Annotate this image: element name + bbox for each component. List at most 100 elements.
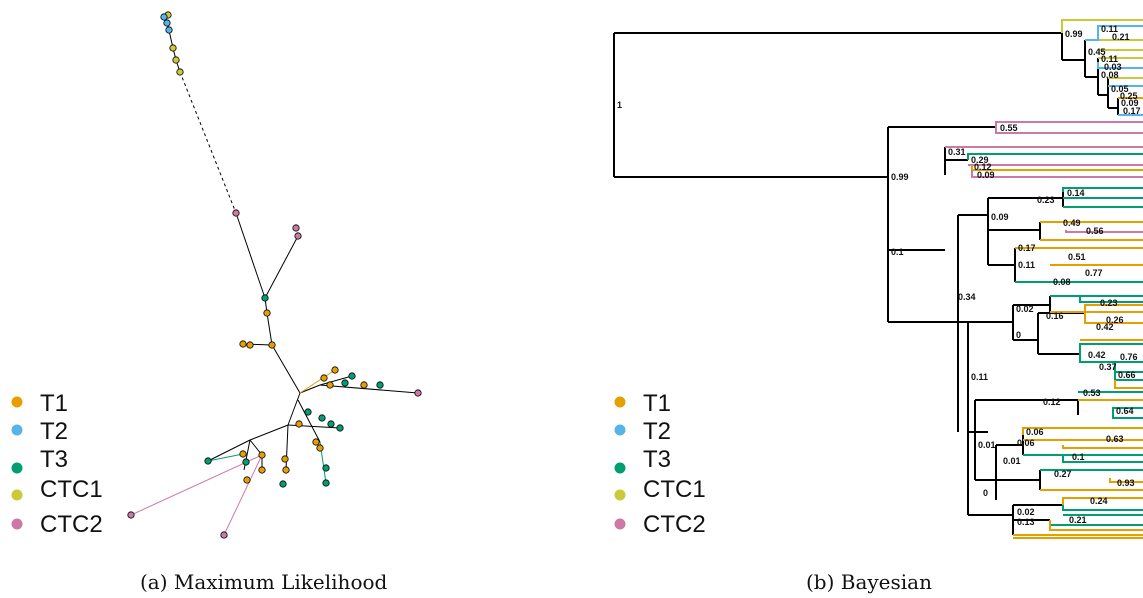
ml-branch: [235, 212, 266, 299]
ml-node-ctc1: [169, 44, 177, 52]
posterior-label: 0.02: [1017, 507, 1035, 517]
legend-label-t3: T3: [40, 446, 68, 473]
bayes-tip-t1: [1114, 380, 1143, 389]
legend-swatch-t1: [11, 396, 23, 408]
bayes-tip-t3: [1062, 455, 1143, 463]
posterior-label: 0.49: [1063, 218, 1081, 228]
legend-swatch-ctc2: [11, 518, 23, 530]
ml-branch: [264, 235, 299, 299]
bayes-tip-t1: [1062, 497, 1143, 505]
ml-branch: [319, 375, 353, 386]
posterior-label: 0.02: [1016, 304, 1034, 314]
ml-node-ctc2: [292, 224, 300, 232]
bayes-legend: T1 T2 T3 CTC1 CTC2: [614, 390, 706, 538]
bayes-tip-t1: [1022, 427, 1143, 435]
caption-ml: (a) Maximum Likelihood: [140, 570, 388, 594]
bayes-tip-t3: [1079, 354, 1143, 363]
posterior-label: 0.29: [971, 155, 989, 165]
legend-swatch-t1: [614, 396, 626, 408]
bayes-tip-t2: [1097, 62, 1143, 69]
ml-colored-branches: [130, 369, 336, 536]
posterior-label: 0.31: [948, 147, 966, 157]
posterior-label: 0.99: [1065, 29, 1083, 39]
ml-node-t1: [282, 466, 290, 474]
legend-label-t3: T3: [643, 446, 671, 473]
posterior-label: 0.06: [1017, 438, 1035, 448]
ml-node-t1: [258, 466, 266, 474]
ml-branch: [266, 312, 273, 346]
ml-branch: [249, 424, 289, 441]
ml-node-t1: [239, 340, 247, 348]
ml-branch-t1: [299, 369, 336, 394]
posterior-label: 0.14: [1067, 188, 1085, 198]
bayes-tip-t3: [1062, 187, 1143, 192]
ml-node-t1: [360, 381, 368, 389]
posterior-label: 0.51: [1068, 252, 1086, 262]
bayes-tip-ctc2: [1065, 230, 1143, 233]
legend-swatch-ctc1: [11, 489, 23, 501]
ml-branch: [207, 439, 251, 462]
ml-node-t1: [320, 374, 328, 382]
posterior-label: 0.66: [1118, 370, 1136, 380]
ml-node-ctc2: [232, 209, 240, 217]
ml-node-t1: [326, 381, 334, 389]
ml-branch-ctc2: [130, 454, 263, 516]
bayes-tip-ctc2: [995, 121, 1143, 127]
ml-branches: [163, 15, 419, 471]
posterior-label: 0.1: [891, 247, 904, 257]
ml-node-t3: [376, 381, 384, 389]
posterior-label: 0.23: [1037, 195, 1055, 205]
bayes-tip-ctc2: [995, 127, 1143, 134]
bayes-tip-t3: [1112, 407, 1143, 415]
posterior-label: 0.53: [1083, 388, 1101, 398]
legend-label-ctc2: CTC2: [40, 511, 103, 538]
caption-bayes: (b) Bayesian: [806, 570, 932, 594]
ml-node-t3: [322, 464, 330, 472]
bayes-tip-t1: [1049, 520, 1143, 531]
legend-label-ctc1: CTC1: [40, 476, 103, 503]
ml-node-t3: [261, 294, 269, 302]
posterior-label: 0.77: [1085, 268, 1103, 278]
ml-node-t1: [331, 366, 339, 374]
legend-swatch-t2: [11, 424, 23, 436]
bayes-tip-t3: [1079, 343, 1143, 354]
posterior-label: 0.17: [1123, 106, 1141, 116]
ml-nodes: [127, 11, 422, 539]
ml-node-t3: [327, 420, 335, 428]
ml-node-ctc2: [127, 511, 135, 519]
ml-node-ctc1: [176, 68, 184, 76]
ml-node-t1: [239, 450, 247, 458]
ml-node-t2: [160, 13, 168, 21]
bayes-posteriors: 1 0.99 0.45 0.11 0.21 0.11 0.03 0.08 0.0…: [617, 24, 1141, 527]
bayes-tip-t3: [1112, 415, 1143, 419]
bayes-tip-t3: [1049, 520, 1143, 526]
ml-node-ctc2: [294, 232, 302, 240]
posterior-label: 0.21: [1069, 515, 1087, 525]
ml-node-t2: [165, 26, 173, 34]
posterior-label: 0.08: [1101, 70, 1119, 80]
ml-node-t1: [246, 341, 254, 349]
ml-node-t1: [268, 341, 276, 349]
bayes-tip-ctc2: [971, 170, 1143, 178]
ml-node-t3: [322, 479, 330, 487]
posterior-label: 0.09: [991, 212, 1009, 222]
bayes-tip-ctc1: [1061, 19, 1143, 33]
posterior-label: 0.23: [1100, 298, 1118, 308]
bayes-tip-t1: [1084, 304, 1143, 313]
legend-label-t2: T2: [643, 418, 671, 445]
ml-node-t3: [304, 408, 312, 416]
posterior-label: 0.21: [1112, 32, 1130, 42]
posterior-label: 0.06: [1026, 427, 1044, 437]
ml-branch: [299, 384, 321, 394]
posterior-label: 0.37: [1099, 362, 1117, 372]
posterior-label: 0.42: [1096, 322, 1114, 332]
posterior-label: 0.11: [1018, 260, 1035, 270]
posterior-label: 0.11: [1101, 54, 1118, 64]
posterior-label: 0.99: [891, 172, 909, 182]
legend-swatch-ctc2: [614, 518, 626, 530]
posterior-label: 0.42: [1088, 350, 1106, 360]
ml-node-ctc2: [220, 531, 228, 539]
legend-label-ctc1: CTC1: [643, 476, 706, 503]
bayes-tip-t3: [967, 153, 1143, 160]
